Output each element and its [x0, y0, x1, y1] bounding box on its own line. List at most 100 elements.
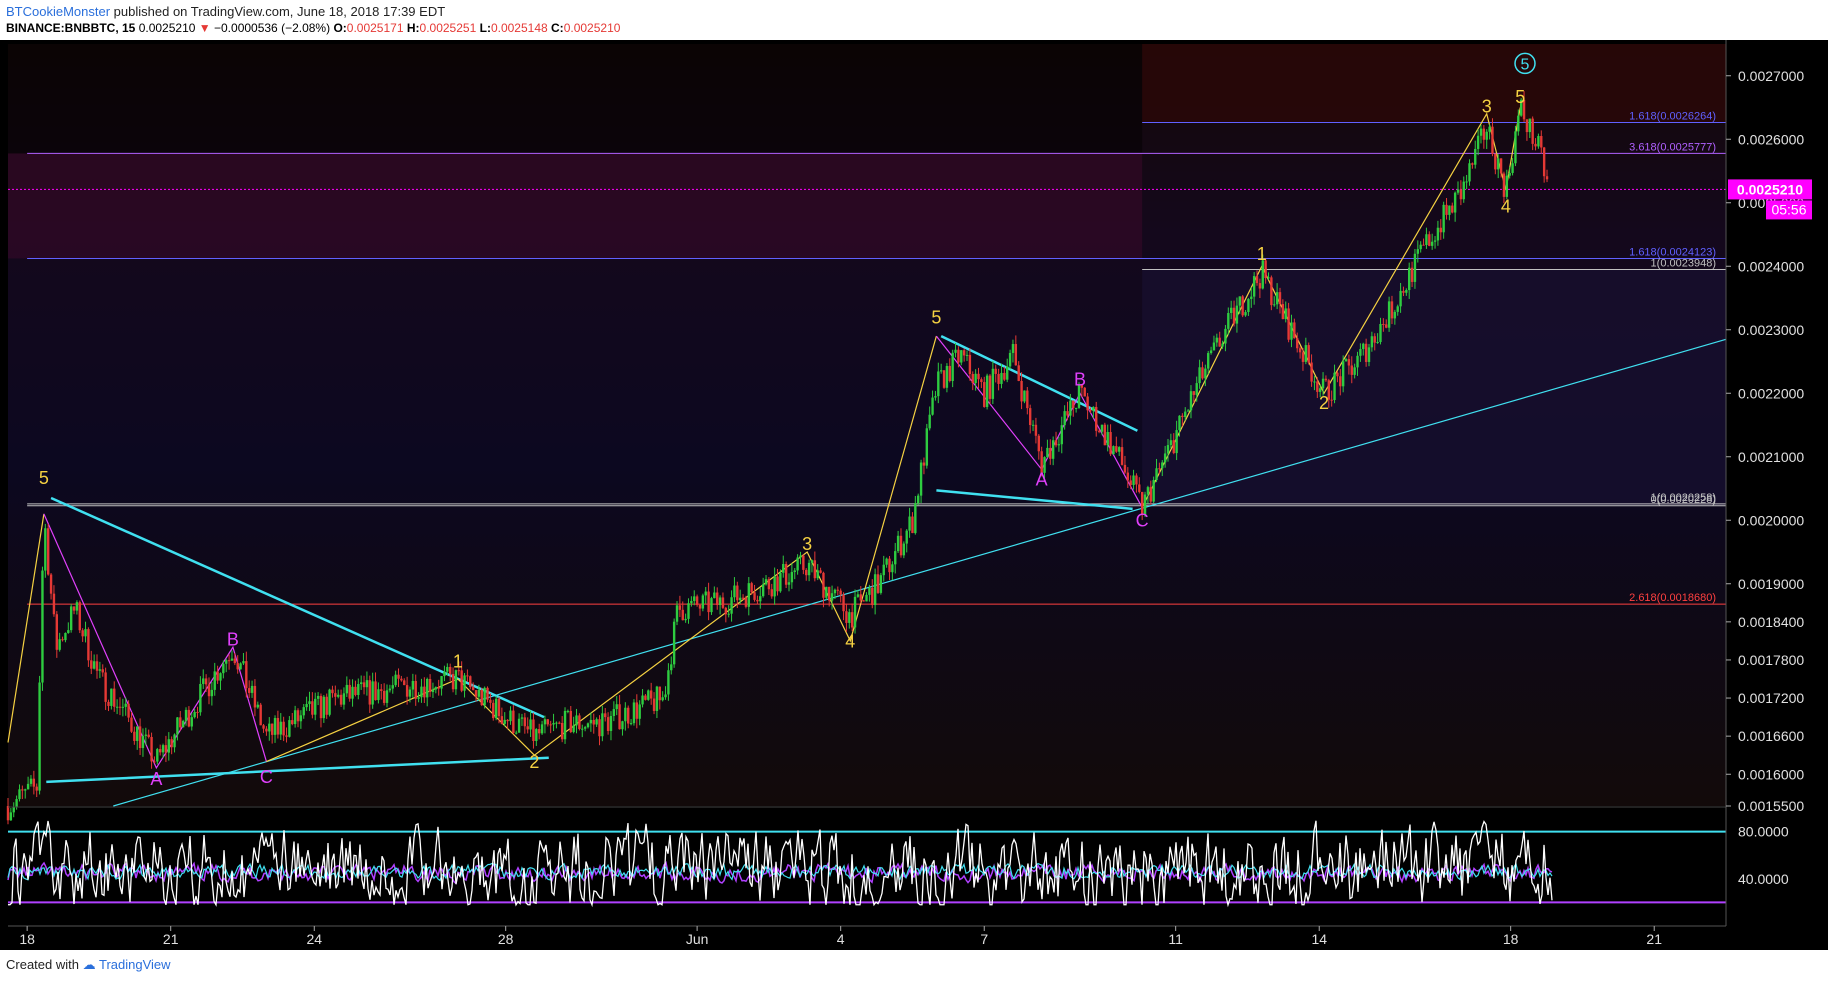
candle-body	[549, 724, 552, 726]
candle-body	[170, 739, 173, 748]
candle-body	[894, 551, 897, 565]
candle-body	[810, 560, 814, 563]
candle-body	[133, 731, 136, 741]
candle-body	[960, 350, 963, 363]
candle-body	[506, 719, 509, 722]
candle-body	[1069, 400, 1072, 416]
candle-body	[937, 371, 940, 397]
candle-body	[29, 778, 33, 784]
candle-body	[1034, 424, 1038, 436]
candle-body	[1195, 383, 1198, 395]
candle-body	[428, 678, 432, 693]
candle-body	[296, 710, 300, 722]
candle-body	[319, 695, 323, 719]
candle-body	[730, 597, 733, 614]
candle-body	[997, 373, 1000, 384]
candle-body	[316, 695, 320, 699]
candle-body	[374, 681, 377, 701]
fib-level-label: 3.618(0.0025777)	[1629, 141, 1716, 153]
candle-body	[827, 586, 831, 601]
candle-body	[382, 690, 386, 703]
candle-body	[1264, 260, 1267, 279]
candle-body	[1488, 126, 1491, 132]
candle-body	[339, 694, 343, 705]
candle-body	[638, 704, 641, 719]
candle-body	[1086, 396, 1089, 411]
candle-body	[1215, 337, 1219, 343]
candle-body	[222, 663, 225, 674]
candles-group	[6, 91, 1549, 825]
candle-body	[1252, 276, 1256, 297]
candle-body	[448, 666, 452, 674]
candle-body	[819, 570, 822, 573]
candle-body	[213, 671, 216, 690]
candle-body	[1540, 136, 1543, 148]
candle-body	[1519, 99, 1523, 116]
candle-body	[624, 707, 627, 722]
candle-body	[1250, 296, 1253, 299]
candle-body	[279, 721, 282, 735]
down-arrow-icon: ▼	[198, 21, 211, 35]
candle-body	[1175, 430, 1178, 454]
candle-body	[1135, 475, 1138, 485]
candle-body	[1074, 407, 1078, 409]
candle-body	[974, 373, 977, 384]
candle-body	[515, 732, 518, 734]
candle-body	[971, 374, 974, 384]
candle-body	[1284, 308, 1287, 320]
candle-body	[773, 576, 776, 597]
candle-body	[871, 587, 874, 606]
candle-body	[1474, 148, 1477, 165]
candle-body	[784, 564, 788, 585]
candle-body	[627, 707, 630, 724]
candle-body	[759, 596, 762, 602]
candle-body	[845, 611, 848, 623]
candle-body	[136, 726, 139, 741]
candle-body	[1057, 444, 1061, 446]
candle-body	[560, 722, 564, 740]
candle-body	[1318, 388, 1322, 392]
candle-body	[471, 687, 475, 691]
low-value: 0.0025148	[490, 21, 548, 35]
candle-body	[141, 735, 145, 749]
tradingview-link[interactable]: TradingView	[99, 957, 171, 972]
candle-body	[403, 680, 406, 686]
candle-body	[270, 723, 274, 735]
candle-body	[227, 660, 231, 662]
candle-body	[1227, 313, 1230, 329]
candle-body	[92, 661, 96, 669]
fib-level-label: 2.618(0.0018680)	[1629, 592, 1716, 604]
candle-body	[727, 613, 730, 615]
candle-body	[738, 597, 742, 601]
candle-body	[658, 686, 661, 701]
candle-body	[1393, 311, 1397, 319]
time-tick-label: 21	[163, 931, 179, 947]
footer: Created with ☁ TradingView	[6, 957, 171, 973]
candle-body	[477, 689, 481, 697]
time-tick-label: 21	[1646, 931, 1662, 947]
candle-body	[951, 352, 954, 381]
wave-label: 5	[1515, 87, 1525, 107]
time-tick-label: 18	[19, 931, 35, 947]
candle-body	[1442, 204, 1445, 233]
candle-body	[1011, 344, 1015, 353]
candle-body	[1476, 135, 1480, 149]
candle-body	[181, 720, 185, 728]
candle-body	[629, 723, 633, 725]
wave-label: A	[150, 769, 162, 789]
candle-body	[1207, 353, 1210, 369]
candle-body	[365, 680, 369, 688]
candle-body	[672, 621, 676, 665]
candle-body	[1247, 298, 1250, 313]
candle-body	[1046, 447, 1049, 458]
candle-body	[202, 678, 205, 684]
author-link[interactable]: BTCookieMonster	[6, 4, 111, 19]
candle-body	[1238, 296, 1241, 306]
candle-body	[888, 558, 891, 573]
price-tick-label: 0.0021000	[1738, 449, 1804, 465]
candle-body	[681, 609, 684, 621]
candle-body	[414, 680, 417, 699]
candle-body	[314, 698, 317, 715]
candle-body	[1445, 204, 1448, 215]
